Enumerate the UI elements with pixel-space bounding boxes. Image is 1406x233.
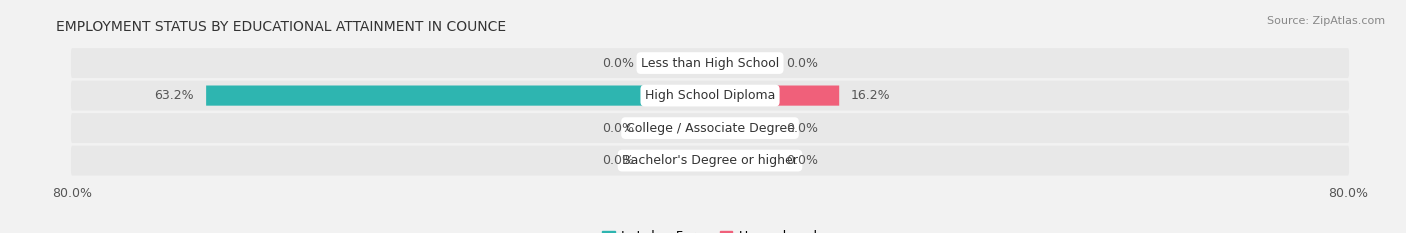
FancyBboxPatch shape <box>70 113 1350 143</box>
Text: 0.0%: 0.0% <box>786 154 818 167</box>
Text: EMPLOYMENT STATUS BY EDUCATIONAL ATTAINMENT IN COUNCE: EMPLOYMENT STATUS BY EDUCATIONAL ATTAINM… <box>56 20 506 34</box>
Text: 0.0%: 0.0% <box>602 57 634 70</box>
Text: 0.0%: 0.0% <box>602 154 634 167</box>
FancyBboxPatch shape <box>710 53 773 73</box>
Text: 16.2%: 16.2% <box>851 89 891 102</box>
Text: 63.2%: 63.2% <box>155 89 194 102</box>
Text: College / Associate Degree: College / Associate Degree <box>626 122 794 135</box>
Text: Less than High School: Less than High School <box>641 57 779 70</box>
Text: High School Diploma: High School Diploma <box>645 89 775 102</box>
FancyBboxPatch shape <box>70 146 1350 175</box>
FancyBboxPatch shape <box>710 118 773 138</box>
FancyBboxPatch shape <box>70 81 1350 110</box>
Text: Source: ZipAtlas.com: Source: ZipAtlas.com <box>1267 16 1385 26</box>
Text: 0.0%: 0.0% <box>786 57 818 70</box>
Text: 0.0%: 0.0% <box>786 122 818 135</box>
Legend: In Labor Force, Unemployed: In Labor Force, Unemployed <box>598 225 823 233</box>
FancyBboxPatch shape <box>647 151 710 171</box>
FancyBboxPatch shape <box>70 48 1350 78</box>
FancyBboxPatch shape <box>710 151 773 171</box>
FancyBboxPatch shape <box>710 86 839 106</box>
FancyBboxPatch shape <box>207 86 710 106</box>
Text: Bachelor's Degree or higher: Bachelor's Degree or higher <box>621 154 799 167</box>
FancyBboxPatch shape <box>647 53 710 73</box>
Text: 0.0%: 0.0% <box>602 122 634 135</box>
FancyBboxPatch shape <box>647 118 710 138</box>
